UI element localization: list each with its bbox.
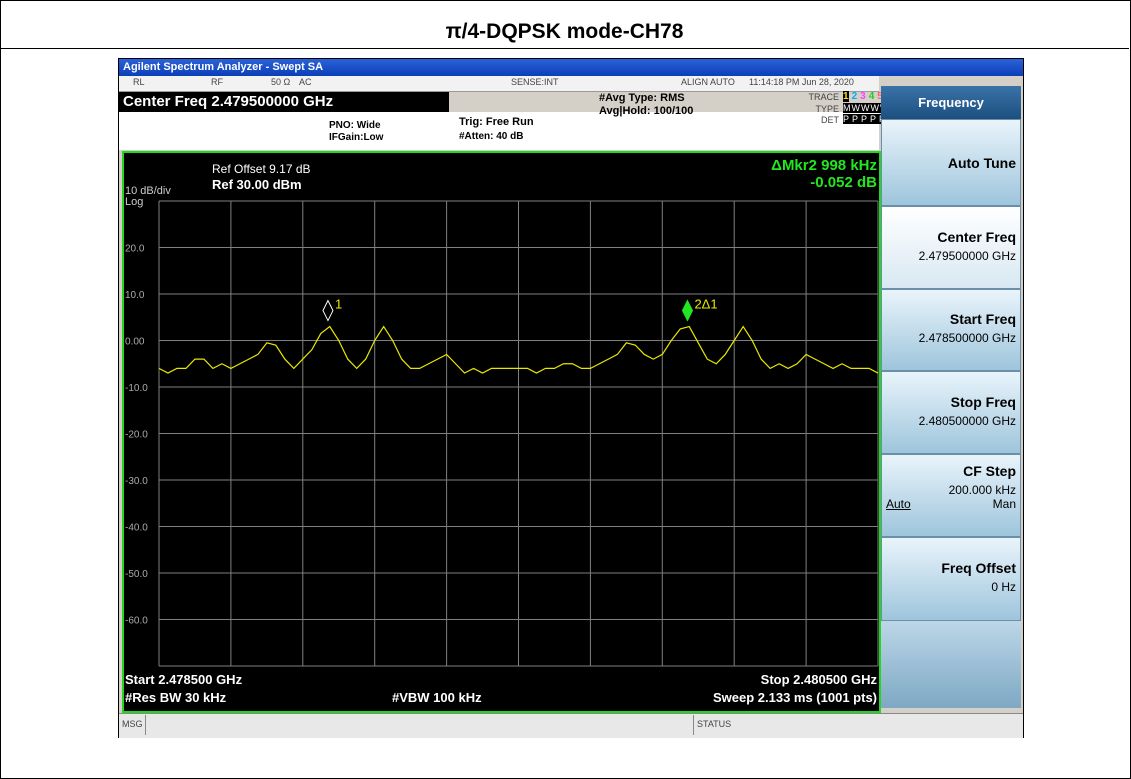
y-tick-label: -20.0 xyxy=(125,430,148,441)
trace-number: 2 xyxy=(851,91,858,102)
softkey[interactable]: CF Step 200.000 kHz Auto Man xyxy=(881,454,1021,537)
y-tick-label: 0.00 xyxy=(125,337,145,348)
softkey[interactable]: Start Freq 2.478500000 GHz xyxy=(881,289,1021,371)
trace-number: 1 xyxy=(843,91,849,102)
impedance: 50 Ω xyxy=(271,77,291,87)
trace-label: TRACE xyxy=(808,92,839,102)
sense: SENSE:INT xyxy=(511,77,559,87)
avg-hold: Avg|Hold: 100/100 xyxy=(599,105,694,117)
sweep: Sweep 2.133 ms (1001 pts) xyxy=(713,690,877,705)
trace-number: 5 xyxy=(877,91,883,102)
y-tick-label: -50.0 xyxy=(125,569,148,580)
softkey-value: 200.000 kHz xyxy=(948,483,1016,497)
window-title: Agilent Spectrum Analyzer - Swept SA xyxy=(119,59,1023,76)
ref-level: Ref 30.00 dBm xyxy=(212,177,302,192)
softkey-label: Stop Freq xyxy=(950,393,1016,410)
start-freq: Start 2.478500 GHz xyxy=(125,672,243,687)
marker xyxy=(681,299,694,322)
pno: PNO: Wide xyxy=(329,120,381,131)
softkey-value: 2.480500000 GHz xyxy=(918,413,1016,428)
trace-number: 4 xyxy=(868,91,875,102)
y-tick-label: -30.0 xyxy=(125,476,148,487)
softkey-label: Start Freq xyxy=(949,311,1016,327)
rf: RF xyxy=(211,77,223,87)
y-tick-label: -10.0 xyxy=(125,383,148,394)
plot-frame xyxy=(122,151,881,713)
softkey-auto: Auto xyxy=(886,497,911,511)
atten: #Atten: 40 dB xyxy=(459,131,524,142)
settings-bar xyxy=(119,112,879,150)
marker-readout: ΔMkr2 998 kHz xyxy=(771,157,877,174)
align: ALIGN AUTO xyxy=(681,77,735,87)
log: Log xyxy=(125,196,143,208)
coupling: AC xyxy=(299,77,312,87)
msg: MSG xyxy=(122,719,143,729)
softkey-label: Auto Tune xyxy=(947,154,1016,171)
center-freq: Center Freq 2.479500000 GHz xyxy=(119,92,449,112)
softkey-value: 2.478500000 GHz xyxy=(918,331,1016,345)
marker-label: 1 xyxy=(335,297,342,312)
y-tick-label: 20.0 xyxy=(125,244,145,255)
y-tick-label: -40.0 xyxy=(125,523,148,534)
softkey-man: Man xyxy=(992,497,1016,511)
trace-number: 3 xyxy=(860,91,866,102)
softkey-label: CF Step xyxy=(963,463,1016,479)
marker-label: 2Δ1 xyxy=(694,297,717,312)
time: 11:14:18 PM Jun 28, 2020 xyxy=(749,77,854,87)
ifgain: IFGain:Low xyxy=(329,132,384,143)
status-bar xyxy=(119,76,879,92)
softkey-header: Frequency xyxy=(881,86,1021,119)
softkey-label: Freq Offset xyxy=(941,560,1016,576)
trig: Trig: Free Run xyxy=(459,116,534,128)
det-value: PPPPPP xyxy=(843,114,898,124)
softkey-blank xyxy=(881,621,1021,708)
softkey-label: Center Freq xyxy=(937,228,1016,245)
rl: RL xyxy=(133,77,145,87)
softkey-value: 0 Hz xyxy=(991,580,1016,594)
softkey[interactable]: Stop Freq 2.480500000 GHz xyxy=(881,371,1021,454)
softkey[interactable]: Auto Tune xyxy=(881,119,1021,206)
stop-freq: Stop 2.480500 GHz xyxy=(761,672,878,687)
scale: 10 dB/div xyxy=(125,185,171,197)
marker-readout: -0.052 dB xyxy=(810,174,877,191)
rbw: #Res BW 30 kHz xyxy=(125,690,227,705)
divider xyxy=(145,715,146,735)
divider xyxy=(693,715,694,735)
y-tick-label: 10.0 xyxy=(125,290,145,301)
vbw: #VBW 100 kHz xyxy=(392,690,482,705)
softkey[interactable]: Center Freq 2.479500000 GHz xyxy=(881,206,1021,289)
det-label: DET xyxy=(821,115,839,125)
marker xyxy=(322,299,334,322)
avg-type: #Avg Type: RMS xyxy=(599,92,685,104)
softkey-value: 2.479500000 GHz xyxy=(918,248,1016,263)
ref-offset: Ref Offset 9.17 dB xyxy=(212,162,311,176)
plot: Ref Offset 9.17 dB Ref 30.00 dBm 10 dB/d… xyxy=(122,151,881,713)
status-label: STATUS xyxy=(697,719,732,729)
message-bar xyxy=(119,713,1023,738)
type-value: MWWWWW xyxy=(843,103,899,113)
trace xyxy=(158,325,879,374)
y-tick-label: -60.0 xyxy=(125,616,148,627)
type-label: TYPE xyxy=(815,104,839,114)
softkey[interactable]: Freq Offset 0 Hz xyxy=(881,537,1021,621)
analyzer-window: Agilent Spectrum Analyzer - Swept SA RL … xyxy=(118,58,1024,738)
title: π/4-DQPSK mode-CH78 xyxy=(0,0,1129,49)
